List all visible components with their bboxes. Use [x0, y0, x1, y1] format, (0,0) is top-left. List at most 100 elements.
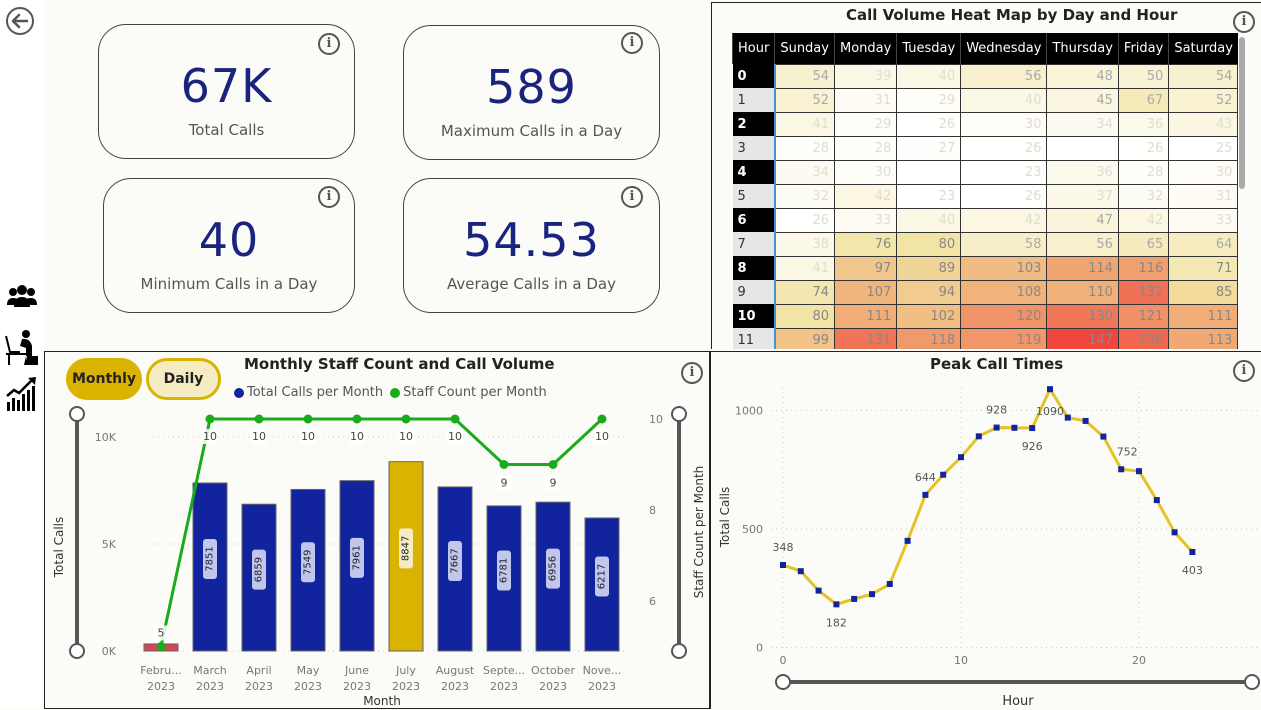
- heatmap-column-header[interactable]: Saturday: [1168, 33, 1238, 64]
- heatmap-cell: 30: [1168, 159, 1239, 185]
- daily-toggle-button[interactable]: Daily: [146, 358, 221, 400]
- people-group-icon[interactable]: [4, 283, 40, 319]
- growth-chart-icon[interactable]: [4, 374, 40, 411]
- heatmap-cell: 64: [1168, 231, 1239, 257]
- heatmap-cell: 26: [1117, 135, 1170, 161]
- heatmap-cell: 26: [896, 111, 962, 137]
- heatmap-column-header[interactable]: Tuesday: [896, 33, 961, 64]
- staff-data-label: 10: [301, 430, 315, 443]
- peak-call-times-panel: Peak Call Times i 0 10 20 0 500 1000 Total Cal…: [710, 351, 1261, 709]
- bar-data-label-bg: [399, 528, 413, 569]
- heatmap-cell: 111: [1168, 303, 1239, 329]
- bar-data-label: 6781: [497, 550, 511, 591]
- peak-calls-point: [1118, 466, 1125, 473]
- bar-data-label-text: 6956: [548, 556, 559, 581]
- peak-calls-point: [940, 471, 947, 478]
- heatmap-row: 2 41 29 26 30 34 36 43: [732, 111, 1239, 137]
- kpi-value: 589: [486, 60, 577, 114]
- heatmap-cell: 26: [960, 183, 1048, 209]
- peak-calls-point: [1100, 433, 1107, 440]
- heatmap-cell: 47: [1046, 207, 1119, 233]
- heatmap-row: 9 74 107 94 108 110 132 85: [732, 279, 1239, 305]
- heatmap-column-header[interactable]: Monday: [833, 33, 897, 64]
- heatmap-cell: 32: [1117, 183, 1170, 209]
- staff-count-point: [303, 414, 313, 424]
- combo-title: Monthly Staff Count and Call Volume: [244, 355, 555, 373]
- peak-calls-line: [782, 386, 1194, 607]
- vertical-scrollbar[interactable]: [1239, 37, 1245, 189]
- heatmap-cell: 71: [1168, 255, 1239, 281]
- peak-calls-point: [922, 491, 929, 498]
- peak-calls-point: [1064, 414, 1071, 421]
- info-icon[interactable]: i: [1233, 360, 1255, 382]
- heatmap-cell: 34: [774, 159, 835, 185]
- heatmap-cell: 30: [833, 159, 898, 185]
- x-tick-label: 0: [780, 654, 787, 667]
- info-icon[interactable]: i: [621, 186, 643, 208]
- staff-label-bg: [300, 429, 316, 444]
- info-icon[interactable]: i: [621, 32, 643, 54]
- y2-tick-label: 8: [649, 504, 656, 517]
- heatmap-cell: 34: [1046, 111, 1119, 137]
- heatmap-column-header[interactable]: Wednesday: [960, 33, 1047, 64]
- peak-data-label: 182: [826, 616, 847, 629]
- heatmap-column-header[interactable]: Thursday: [1046, 33, 1119, 64]
- heatmap-hour-cell: 8: [732, 256, 776, 280]
- heatmap-cell: 28: [1117, 159, 1170, 185]
- bar-data-label-text: 7961: [352, 545, 363, 570]
- stressed-worker-icon[interactable]: [4, 328, 40, 365]
- heatmap-row: 8 41 97 89 103 114 116 71: [732, 255, 1239, 281]
- peak-data-label: 644: [915, 471, 936, 484]
- peak-calls-point: [958, 454, 964, 461]
- y2-tick-label: 10: [649, 413, 663, 426]
- kpi-maximum-calls: 589 Maximum Calls in a Day i: [403, 25, 660, 160]
- bar-data-label-bg: [301, 542, 315, 583]
- x-range-slider-handle-left: [775, 674, 791, 690]
- x-tick-label: Septe...: [483, 664, 525, 677]
- info-icon[interactable]: i: [1233, 11, 1255, 33]
- heatmap-panel: Call Volume Heat Map by Day and Hour Hou…: [711, 2, 1261, 349]
- bar-data-label-bg: [203, 538, 217, 579]
- x-tick-label: 2023: [343, 680, 371, 693]
- heatmap-column-header[interactable]: Sunday: [774, 33, 835, 64]
- peak-calls-point: [1171, 529, 1178, 536]
- monthly-toggle-button[interactable]: Monthly: [66, 358, 142, 400]
- back-button[interactable]: [6, 7, 34, 35]
- heatmap-cell: 28: [774, 135, 835, 161]
- staff-label-bg: [594, 429, 610, 444]
- heatmap-cell: 108: [960, 279, 1048, 305]
- bar-data-label-text: 6217: [597, 564, 608, 589]
- heatmap-column-header[interactable]: Hour: [731, 33, 775, 64]
- heatmap-hour-cell: 9: [732, 280, 776, 304]
- peak-data-label: 928: [986, 404, 1007, 417]
- heatmap-cell: 36: [1117, 111, 1170, 137]
- peak-title: Peak Call Times: [930, 355, 1064, 373]
- x-range-slider-handle-right: [1244, 674, 1260, 690]
- x-axis-title: Hour: [1002, 694, 1034, 709]
- heatmap-row: 5 32 42 23 26 37 32 31: [732, 183, 1239, 209]
- info-icon[interactable]: i: [318, 186, 340, 208]
- kpi-minimum-calls: 40 Minimum Calls in a Day i: [103, 178, 355, 313]
- heatmap-cell: [896, 159, 962, 185]
- info-icon[interactable]: i: [318, 33, 340, 55]
- heatmap-cell: 111: [833, 303, 898, 329]
- legend-marker-total-calls: [234, 387, 244, 398]
- peak-calls-point: [1011, 424, 1018, 431]
- bar-data-label: 6956: [546, 548, 560, 589]
- heatmap-cell: 40: [896, 207, 962, 233]
- heatmap-column-header[interactable]: Friday: [1117, 33, 1169, 64]
- x-tick-label: August: [436, 664, 475, 677]
- x-tick-label: 2023: [392, 680, 420, 693]
- info-icon[interactable]: i: [681, 362, 703, 384]
- bar-data-label-text: 6859: [254, 557, 265, 582]
- peak-calls-point: [975, 433, 982, 440]
- staff-data-label: 10: [448, 430, 462, 443]
- heatmap-cell: 36: [1046, 159, 1119, 185]
- x-tick-label: 2023: [588, 680, 616, 693]
- heatmap-cell: 116: [1117, 255, 1170, 281]
- y-tick-label: 1000: [735, 405, 763, 418]
- peak-calls-point: [851, 595, 858, 602]
- kpi-total-calls: 67K Total Calls i: [98, 24, 355, 159]
- heatmap-cell: 131: [833, 327, 898, 349]
- peak-data-label: 752: [1117, 445, 1138, 458]
